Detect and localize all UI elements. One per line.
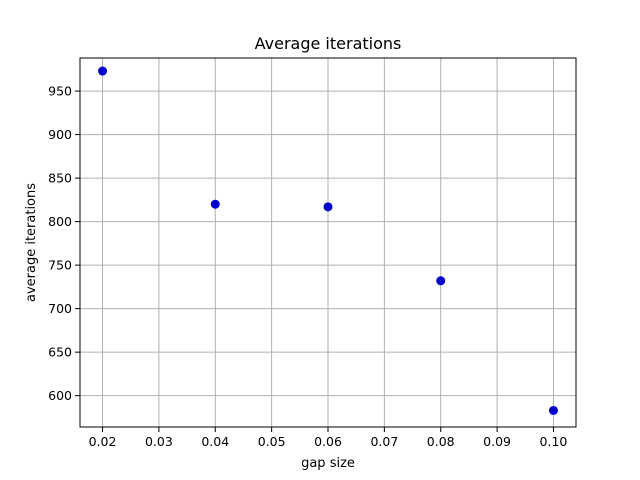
x-tick-label: 0.04	[201, 434, 229, 449]
grid-lines	[80, 58, 576, 427]
x-tick-label: 0.02	[89, 434, 117, 449]
y-tick-label: 950	[48, 84, 72, 99]
data-point	[98, 66, 108, 76]
y-tick-label: 650	[48, 345, 72, 360]
x-axis-label: gap size	[301, 456, 355, 471]
y-tick-label: 700	[48, 301, 72, 316]
data-point	[548, 405, 558, 415]
y-axis-ticks: 600 650 700 750 800 850 900 950	[48, 84, 80, 403]
x-axis-ticks: 0.02 0.03 0.04 0.05 0.06 0.07 0.08 0.09 0.10	[89, 427, 568, 449]
data-point	[323, 202, 333, 212]
y-tick-label: 750	[48, 258, 72, 273]
data-point	[210, 199, 220, 209]
data-point	[436, 276, 446, 286]
data-points	[98, 66, 558, 415]
x-tick-label: 0.05	[258, 434, 286, 449]
x-tick-label: 0.09	[483, 434, 511, 449]
x-tick-label: 0.08	[427, 434, 455, 449]
y-tick-label: 600	[48, 388, 72, 403]
y-tick-label: 800	[48, 214, 72, 229]
plot-frame	[79, 57, 577, 428]
chart-title: Average iterations	[255, 34, 402, 53]
y-tick-label: 900	[48, 127, 72, 142]
y-axis-label: average iterations	[24, 183, 39, 302]
x-tick-label: 0.06	[314, 434, 342, 449]
y-tick-label: 850	[48, 171, 72, 186]
x-tick-label: 0.10	[540, 434, 568, 449]
x-tick-label: 0.03	[145, 434, 173, 449]
x-tick-label: 0.07	[370, 434, 398, 449]
